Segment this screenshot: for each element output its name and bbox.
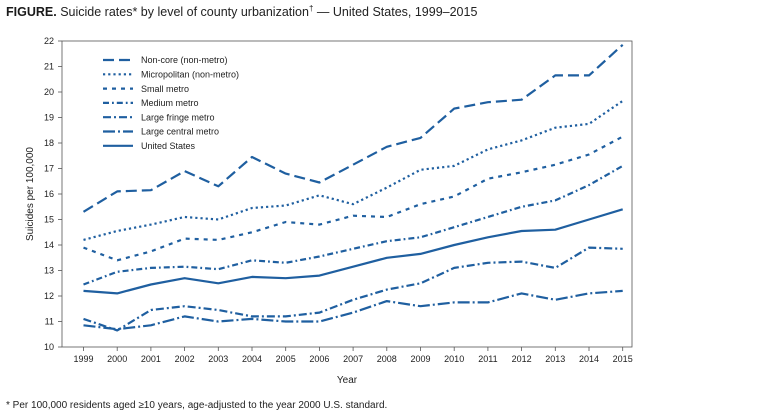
y-tick-label: 12 xyxy=(44,291,54,301)
x-tick-label: 2002 xyxy=(175,354,195,364)
y-tick-label: 17 xyxy=(44,164,54,174)
legend-label-6: United States xyxy=(141,141,196,151)
series-line-6 xyxy=(83,208,624,295)
series-line-4 xyxy=(83,246,623,332)
legend-label-2: Small metro xyxy=(141,84,189,94)
y-tick-label: 13 xyxy=(44,266,54,276)
x-tick-label: 2012 xyxy=(512,354,532,364)
y-tick-label: 10 xyxy=(44,342,54,352)
chart-series xyxy=(82,43,624,332)
chart-axes: 10 11 12 13 14 15 16 17 18 19 20 21 22 1999 2000 2001 20… xyxy=(25,36,633,386)
figure-title-suffix: — United States, 1999–2015 xyxy=(313,5,478,20)
x-tick-label: 2006 xyxy=(309,354,329,364)
legend-label-1: Micropolitan (non-metro) xyxy=(141,70,239,80)
series-line-0 xyxy=(82,43,624,213)
y-axis-label: Suicides per 100,000 xyxy=(25,147,36,241)
figure-title-mark: † xyxy=(308,4,314,13)
y-tick-label: 11 xyxy=(45,317,54,327)
figure-label: FIGURE. xyxy=(6,5,57,20)
chart-legend: Non-core (non-metro) Micropolitan (non-me… xyxy=(103,55,239,151)
x-tick-label: 1999 xyxy=(73,354,93,364)
legend-label-4: Large fringe metro xyxy=(141,112,215,122)
series-line-5 xyxy=(83,289,623,331)
figure-footnote: * Per 100,000 residents aged ≥10 years, … xyxy=(6,400,388,411)
y-tick-label: 14 xyxy=(44,240,54,250)
y-tick-label: 18 xyxy=(44,138,54,148)
x-tick-label: 2010 xyxy=(444,354,464,364)
x-tick-label: 2008 xyxy=(377,354,397,364)
legend-label-5: Large central metro xyxy=(141,127,219,137)
x-tick-label: 2003 xyxy=(208,354,228,364)
y-tick-label: 20 xyxy=(44,87,54,97)
figure-title-text: Suicide rates* by level of county urbani… xyxy=(60,5,309,20)
legend-label-3: Medium metro xyxy=(141,98,199,108)
x-tick-label: 2004 xyxy=(242,354,262,364)
series-line-1 xyxy=(83,99,624,241)
x-tick-label: 2014 xyxy=(579,354,599,364)
series-line-2 xyxy=(83,135,624,262)
y-tick-label: 19 xyxy=(44,113,54,123)
x-tick-label: 2011 xyxy=(478,354,497,364)
x-tick-label: 2013 xyxy=(545,354,565,364)
x-tick-label: 2015 xyxy=(613,354,633,364)
y-tick-label: 16 xyxy=(44,189,54,199)
x-tick-label: 2001 xyxy=(141,354,161,364)
y-tick-label: 15 xyxy=(44,215,54,225)
legend-label-0: Non-core (non-metro) xyxy=(141,55,228,65)
x-axis-label: Year xyxy=(337,375,358,386)
x-tick-label: 2007 xyxy=(343,354,363,364)
x-tick-label: 2005 xyxy=(276,354,296,364)
figure-title: FIGURE. Suicide rates* by level of count… xyxy=(6,4,477,19)
y-tick-label: 22 xyxy=(44,36,54,46)
x-tick-label: 2009 xyxy=(410,354,430,364)
x-tick-label: 2000 xyxy=(107,354,127,364)
y-tick-label: 21 xyxy=(44,62,54,72)
series-line-3 xyxy=(83,164,624,286)
